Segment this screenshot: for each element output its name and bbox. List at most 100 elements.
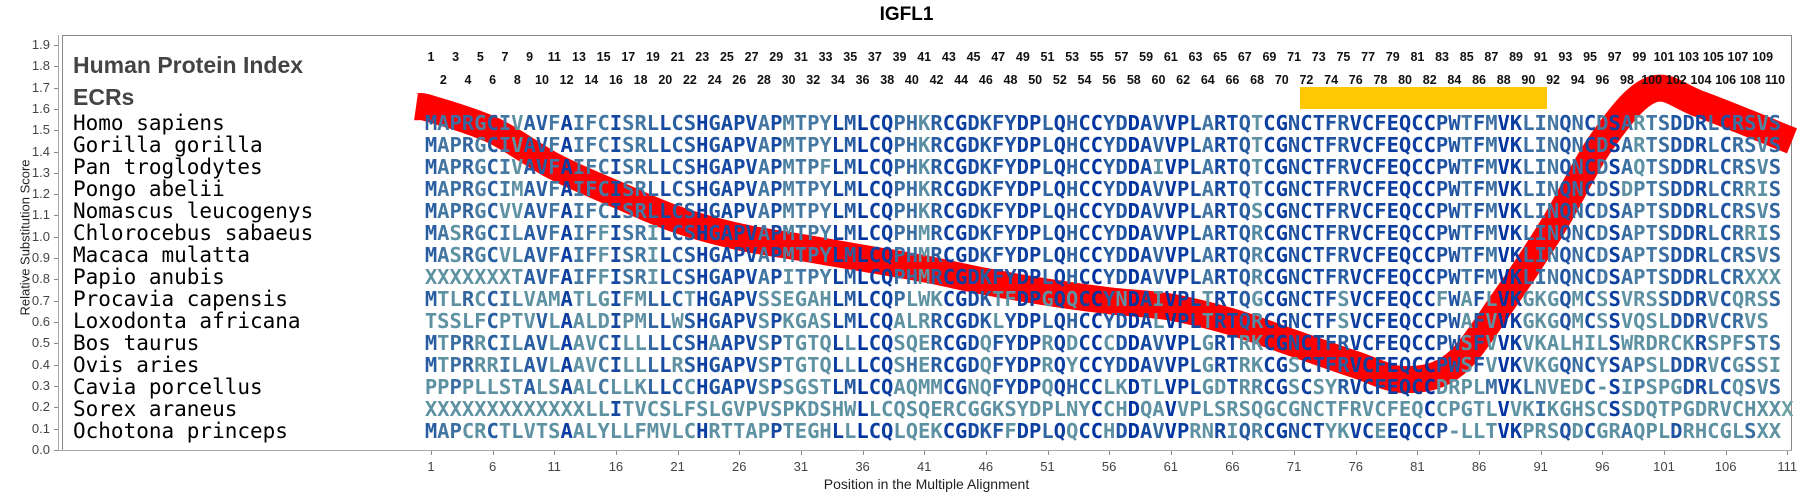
residue: Q [1238,199,1251,223]
residue: L [634,331,647,355]
y-tick-mark [54,300,58,302]
residue: A [572,419,586,443]
residue: F [1386,397,1399,421]
y-tick-mark [54,172,58,174]
residue: C [1078,133,1091,157]
residue: A [523,111,536,135]
index-number: 84 [1447,73,1462,87]
residue: V [1497,177,1510,201]
residue: L [831,419,845,443]
residue: C [1719,309,1732,333]
residue: L [585,397,598,421]
residue: Q [1238,111,1251,135]
residue: Q [881,419,894,443]
residue: S [622,199,635,223]
residue: T [782,331,795,355]
residue: C [1090,111,1103,135]
index-number: 33 [818,50,833,64]
index-number: 72 [1299,73,1314,87]
residue: V [1485,353,1498,377]
y-axis [58,35,59,451]
residue: H [696,419,709,443]
residue: L [511,243,524,267]
residue: P [1029,309,1042,333]
residue: K [992,397,1005,421]
residue: F [548,265,561,289]
residue: F [1374,133,1387,157]
index-number: 103 [1678,50,1700,64]
residue: Q [1065,287,1079,311]
residue: A [1139,177,1153,201]
residue: M [424,419,438,443]
residue: I [646,243,660,267]
residue: A [437,155,450,179]
residue: A [1139,419,1153,443]
index-number: 21 [670,50,685,64]
residue: M [844,177,857,201]
residue: C [1411,111,1424,135]
residue: C [868,133,882,157]
residue: F [585,177,598,201]
residue: N [1065,397,1079,421]
residue: C [868,353,882,377]
residue: W [844,397,857,421]
residue: R [461,287,475,311]
residue: C [683,375,697,399]
residue: D [1694,397,1708,421]
residue: S [1645,309,1658,333]
residue: C [868,221,882,245]
residue: C [1300,309,1313,333]
residue: Q [1559,133,1572,157]
residue: Y [819,243,832,267]
residue: F [1324,199,1338,223]
residue: P [1189,397,1202,421]
residue: L [831,111,845,135]
residue: D [1213,375,1227,399]
residue: R [1337,353,1350,377]
x-tick-mark [1294,451,1296,455]
residue: P [733,375,746,399]
residue: G [474,155,487,179]
residue: F [992,375,1005,399]
residue: L [1041,177,1054,201]
residue: F [992,199,1005,223]
residue: P [807,221,820,245]
residue: M [424,287,438,311]
residue: L [1657,309,1671,333]
residue: T [1460,221,1473,245]
residue: P [1029,375,1042,399]
residue: M [930,375,943,399]
residue: H [696,287,709,311]
residue: I [572,177,586,201]
residue: M [844,309,857,333]
residue: G [1670,375,1683,399]
residue: V [1707,287,1720,311]
residue: A [560,111,573,135]
residue: D [1571,419,1584,443]
residue: Q [979,375,993,399]
index-number: 19 [645,50,660,64]
residue: X [572,397,586,421]
index-number: 2 [439,73,447,87]
index-number: 23 [695,50,710,64]
index-number: 10 [535,73,549,87]
x-tick-label: 106 [1714,459,1737,474]
residue: N [1287,331,1301,355]
residue: S [1608,331,1621,355]
residue: E [918,353,931,377]
residue: Q [1398,309,1412,333]
residue: G [474,199,487,223]
residue: R [634,199,647,223]
residue: M [1485,177,1498,201]
residue: G [955,155,968,179]
residue: S [1768,111,1782,135]
residue: A [560,133,573,157]
residue: P [498,309,512,333]
residue: C [671,243,684,267]
residue: S [622,265,635,289]
residue: P [770,419,783,443]
residue: A [437,243,450,267]
ecrs-label: ECRs [73,84,135,110]
residue: R [930,309,943,333]
residue: N [1287,243,1301,267]
